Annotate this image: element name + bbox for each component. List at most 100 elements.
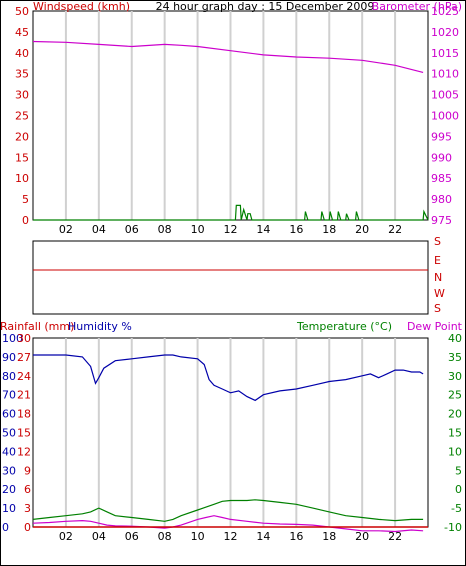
rainfall-tick-label: 18	[17, 408, 31, 421]
barometer-tick-label: 1000	[431, 110, 459, 123]
barometer-tick-label: 990	[431, 151, 452, 164]
windspeed-tick-label: 0	[22, 214, 29, 227]
temperature-tick-label: 35	[448, 351, 462, 364]
temp-humidity-series	[32, 354, 428, 533]
wind-barometer-series	[32, 40, 429, 221]
x-tick-label: 12	[224, 530, 238, 543]
direction-label: W	[434, 287, 445, 300]
x-tick-label: 02	[59, 223, 73, 236]
temperature-tick-label: 30	[448, 370, 462, 383]
windspeed-tick-label: 35	[15, 68, 29, 81]
barometer-tick-label: 985	[431, 172, 452, 185]
wind-barometer-grid	[64, 11, 397, 220]
x-tick-label: 08	[158, 223, 172, 236]
barometer-tick-label: 1020	[431, 26, 459, 39]
rainfall-tick-label: 6	[24, 483, 31, 496]
temp-humidity-panel: 02 04 06 08 10 12 14 16 18 20 22010203040506070809…	[0, 320, 463, 543]
x-tick-label: 16	[289, 223, 303, 236]
x-tick-label: 10	[191, 223, 205, 236]
x-tick-label: 06	[125, 223, 139, 236]
x-tick-label: 04	[92, 530, 106, 543]
x-tick-label: 22	[388, 530, 402, 543]
barometer-tick-label: 1005	[431, 89, 459, 102]
direction-label: S	[434, 235, 441, 248]
temperature-tick-label: 20	[448, 408, 462, 421]
windspeed-tick-label: 5	[22, 193, 29, 206]
windspeed-tick-label: 45	[15, 26, 29, 39]
x-tick-label: 16	[289, 530, 303, 543]
humidity-tick-label: 40	[2, 445, 16, 458]
humidity-series-line	[33, 354, 424, 402]
temperature-tick-label: -10	[444, 521, 462, 534]
temperature-tick-label: 5	[455, 464, 462, 477]
rainfall-tick-label: 3	[24, 502, 31, 515]
direction-label: E	[434, 254, 441, 267]
rainfall-tick-label: 21	[17, 389, 31, 402]
humidity-tick-label: 50	[2, 427, 16, 440]
x-tick-label: 14	[256, 223, 270, 236]
humidity-tick-label: 80	[2, 370, 16, 383]
humidity-tick-label: 10	[2, 502, 16, 515]
x-tick-label: 20	[355, 530, 369, 543]
humidity-tick-label: 30	[2, 464, 16, 477]
barometer-tick-label: 1010	[431, 68, 459, 81]
temperature-series-line	[32, 499, 424, 522]
windspeed-series-line	[33, 204, 429, 221]
rainfall-axis-label: Rainfall (mm)	[0, 320, 74, 333]
rainfall-tick-label: 9	[24, 464, 31, 477]
x-tick-label: 22	[388, 223, 402, 236]
humidity-tick-label: 100	[2, 332, 23, 345]
dewpoint-series-line	[32, 515, 424, 533]
temperature-axis-label: Temperature (°C)	[296, 320, 392, 333]
temp-humidity-ticks: 02 04 06 08 10 12 14 16 18 20 22010203040506070809…	[2, 332, 462, 543]
barometer-tick-label: 980	[431, 193, 452, 206]
temperature-tick-label: 0	[455, 483, 462, 496]
x-tick-label: 06	[125, 530, 139, 543]
wind-barometer-panel: 02 04 06 08 10 12 14 16 18 20 22051015202530354045…	[15, 0, 462, 236]
barometer-axis-label: Barometer (hPa)	[372, 0, 462, 13]
x-tick-label: 14	[256, 530, 270, 543]
rainfall-tick-label: 12	[17, 445, 31, 458]
rainfall-tick-label: 24	[17, 370, 31, 383]
x-tick-label: 12	[224, 223, 238, 236]
rainfall-tick-label: 30	[17, 332, 31, 345]
x-tick-label: 10	[191, 530, 205, 543]
x-tick-label: 08	[158, 530, 172, 543]
temperature-tick-label: -5	[451, 502, 462, 515]
x-tick-label: 18	[322, 223, 336, 236]
x-tick-label: 02	[59, 530, 73, 543]
direction-label: N	[434, 271, 442, 284]
windspeed-tick-label: 30	[15, 89, 29, 102]
rainfall-tick-label: 15	[17, 427, 31, 440]
windspeed-tick-label: 15	[15, 151, 29, 164]
wind-barometer-ticks: 02 04 06 08 10 12 14 16 18 20 22051015202530354045…	[15, 5, 459, 236]
humidity-axis-label: Humidity %	[68, 320, 132, 333]
barometer-tick-label: 1025	[431, 5, 459, 18]
dewpoint-axis-label: Dew Point	[407, 320, 463, 333]
windspeed-axis-label: Windspeed (kmh)	[33, 0, 130, 13]
humidity-tick-label: 90	[2, 351, 16, 364]
temperature-tick-label: 15	[448, 427, 462, 440]
direction-label: S	[434, 302, 441, 315]
windspeed-tick-label: 25	[15, 110, 29, 123]
rainfall-tick-label: 27	[17, 351, 31, 364]
temperature-tick-label: 10	[448, 445, 462, 458]
x-tick-label: 18	[322, 530, 336, 543]
temperature-tick-label: 40	[448, 332, 462, 345]
temperature-tick-label: 25	[448, 389, 462, 402]
wind-direction-plot-area	[32, 240, 429, 315]
chart-title: 24 hour graph day : 15 December 2009	[156, 0, 375, 13]
temp-humidity-grid	[64, 338, 397, 527]
windspeed-tick-label: 40	[15, 47, 29, 60]
barometer-tick-label: 975	[431, 214, 452, 227]
barometer-series-line	[32, 40, 424, 73]
barometer-tick-label: 1015	[431, 47, 459, 60]
x-tick-label: 04	[92, 223, 106, 236]
windspeed-tick-label: 20	[15, 130, 29, 143]
rainfall-tick-label: 0	[24, 521, 31, 534]
barometer-tick-label: 995	[431, 130, 452, 143]
x-tick-label: 20	[355, 223, 369, 236]
